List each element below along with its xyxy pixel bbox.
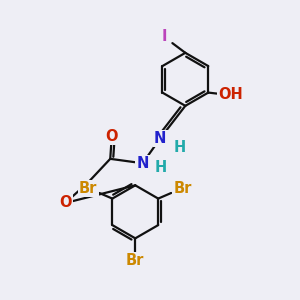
Text: N: N <box>154 131 167 146</box>
Text: Br: Br <box>126 253 145 268</box>
Text: H: H <box>155 160 167 175</box>
Text: I: I <box>161 29 167 44</box>
Text: Br: Br <box>173 181 192 196</box>
Text: N: N <box>136 156 149 171</box>
Text: Br: Br <box>79 181 98 196</box>
Text: O: O <box>59 196 71 211</box>
Text: O: O <box>106 129 118 144</box>
Text: H: H <box>173 140 186 154</box>
Text: OH: OH <box>218 87 243 102</box>
